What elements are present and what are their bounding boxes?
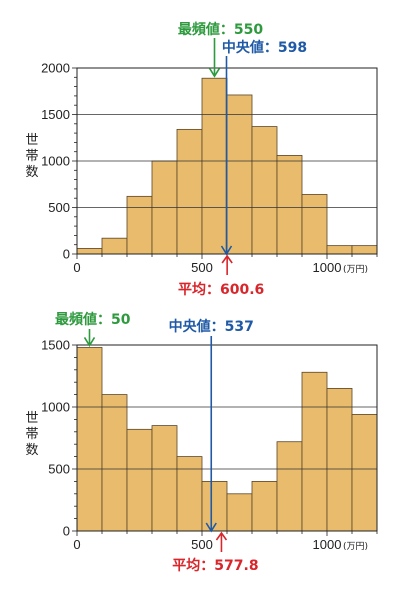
bottom-bar-0 xyxy=(76,347,103,532)
top-ytick-label-3: 1500 xyxy=(41,107,70,122)
bottom-bar-11 xyxy=(351,414,378,532)
top-ytick-label-4: 2000 xyxy=(41,61,70,76)
top-x-unit: (万円) xyxy=(343,264,368,275)
top-ylabel-char-0: 世 xyxy=(25,133,38,148)
bottom-ylabel-char-0: 世 xyxy=(25,411,38,426)
bottom-bar-1 xyxy=(101,394,128,532)
top-bar-4 xyxy=(176,128,203,255)
bottom-median-label: 中央値：537 xyxy=(169,318,254,335)
bottom-ytick-label-3: 1500 xyxy=(41,338,70,353)
top-ytick-label-0: 0 xyxy=(63,247,70,262)
bottom-bar-8 xyxy=(276,441,303,532)
top-bar-6 xyxy=(226,94,253,255)
bottom-bar-6 xyxy=(226,493,253,532)
top-bar-8 xyxy=(276,155,303,255)
bottom-bar-9 xyxy=(301,371,328,532)
bottom-x-unit: (万円) xyxy=(343,541,368,552)
bottom-bar-2 xyxy=(126,428,153,532)
top-median-label: 中央値：598 xyxy=(222,39,307,56)
bottom-ytick-label-0: 0 xyxy=(63,524,70,539)
top-bar-11 xyxy=(351,245,378,255)
top-bar-10 xyxy=(326,245,353,255)
bottom-mode-arrowhead xyxy=(83,337,96,347)
top-mode-arrowhead xyxy=(208,67,221,78)
bottom-xtick-label-0: 0 xyxy=(73,537,80,552)
bottom-ylabel-char-2: 数 xyxy=(25,443,38,458)
bottom-xtick-label-2: 1000 xyxy=(313,537,342,552)
bottom-median-arrowhead xyxy=(205,522,217,533)
top-xtick-label-1: 500 xyxy=(191,260,213,275)
top-bar-0 xyxy=(76,248,103,255)
top-ylabel-char-1: 帯 xyxy=(25,149,38,164)
top-mode-label: 最頻値：550 xyxy=(178,21,263,38)
bottom-ytick-label-1: 500 xyxy=(48,462,70,477)
bottom-bar-3 xyxy=(151,425,178,532)
top-bar-9 xyxy=(301,194,328,255)
bottom-ytick-label-2: 1000 xyxy=(41,400,70,415)
bottom-mean-label: 平均：577.8 xyxy=(172,557,258,574)
top-mean-label: 平均：600.6 xyxy=(178,281,264,298)
top-bar-5 xyxy=(201,77,228,255)
bottom-bar-7 xyxy=(251,480,278,532)
bottom-ylabel-char-1: 帯 xyxy=(25,427,38,442)
top-ytick-label-2: 1000 xyxy=(41,154,70,169)
top-xtick-label-0: 0 xyxy=(73,260,80,275)
bottom-bar-4 xyxy=(176,456,203,532)
top-ytick-label-1: 500 xyxy=(48,200,70,215)
bottom-xtick-label-1: 500 xyxy=(191,537,213,552)
top-mean-arrowhead xyxy=(221,254,233,264)
top-bar-7 xyxy=(251,126,278,255)
top-median-arrowhead xyxy=(220,245,233,256)
bottom-mean-arrowhead xyxy=(215,531,228,541)
top-ylabel-char-2: 数 xyxy=(25,165,38,180)
top-xtick-label-2: 1000 xyxy=(313,260,342,275)
bottom-bar-5 xyxy=(201,480,228,532)
top-bar-1 xyxy=(101,237,128,255)
bottom-mode-label: 最頻値：50 xyxy=(55,311,131,328)
top-bar-2 xyxy=(126,195,153,255)
bottom-bar-10 xyxy=(326,387,353,532)
